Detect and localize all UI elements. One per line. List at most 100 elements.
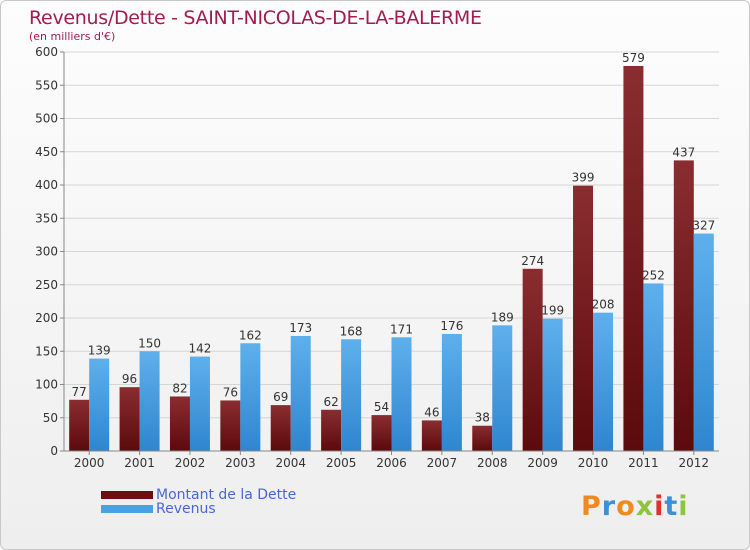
x-tick-label: 2005 — [326, 456, 357, 470]
data-label: 82 — [172, 381, 187, 395]
data-label: 46 — [424, 405, 439, 419]
logo-letter: P — [581, 491, 602, 522]
bar-revenus — [492, 325, 513, 451]
bar-dette — [472, 425, 493, 451]
y-tick-label: 250 — [35, 278, 58, 292]
data-label: 579 — [622, 51, 645, 65]
legend-item-dette: Montant de la Dette — [101, 487, 296, 503]
bar-revenus — [693, 233, 714, 451]
bar-dette — [623, 65, 644, 451]
bar-dette — [573, 185, 594, 452]
y-tick-label: 500 — [35, 112, 58, 126]
x-tick-label: 2012 — [679, 456, 710, 470]
data-label: 62 — [323, 395, 338, 409]
chart-subtitle: (en milliers d'€) — [29, 30, 116, 43]
bar-dette — [673, 160, 694, 451]
data-label: 208 — [592, 298, 615, 312]
y-tick-label: 300 — [35, 245, 58, 259]
data-label: 150 — [138, 336, 161, 350]
data-label: 199 — [541, 304, 564, 318]
data-labels: 77 139 96 150 82 142 76 162 69 173 62 168 54 171 46 176… — [72, 51, 716, 425]
x-tick-label: 2004 — [275, 456, 306, 470]
logo-letter: r — [601, 491, 617, 522]
bar-revenus — [391, 337, 412, 451]
logo-letter: o — [616, 491, 636, 522]
bar-dette — [119, 387, 140, 451]
data-label: 54 — [374, 400, 389, 414]
x-tick-label: 2000 — [74, 456, 105, 470]
legend-item-revenus: Revenus — [101, 501, 216, 517]
data-label: 69 — [273, 390, 288, 404]
y-tick-label: 150 — [35, 344, 58, 358]
y-tick-label: 200 — [35, 311, 58, 325]
data-label: 399 — [572, 171, 595, 185]
y-axis: 0 50 100 150 200 250 300 350 400 450 500 550 600 — [35, 45, 65, 458]
bar-dette — [321, 409, 342, 451]
bar-revenus — [542, 318, 563, 451]
bar-revenus — [139, 351, 160, 451]
y-tick-label: 450 — [35, 145, 58, 159]
bar-revenus — [643, 283, 664, 451]
bar-revenus — [89, 358, 110, 451]
logo-letter: t — [664, 491, 679, 522]
x-tick-label: 2003 — [225, 456, 256, 470]
legend-label-dette: Montant de la Dette — [156, 487, 297, 503]
data-label: 274 — [521, 254, 544, 268]
legend-swatch-dette — [101, 491, 153, 499]
data-label: 139 — [88, 344, 111, 358]
data-label: 162 — [239, 328, 262, 342]
bar-revenus — [290, 335, 311, 451]
y-tick-label: 0 — [50, 444, 58, 458]
bar-revenus — [441, 333, 462, 451]
x-tick-label: 2001 — [124, 456, 155, 470]
bar-revenus — [341, 339, 362, 451]
logo-letter: i — [654, 491, 665, 522]
data-label: 142 — [189, 342, 212, 356]
data-label: 96 — [122, 372, 137, 386]
x-tick-label: 2007 — [427, 456, 458, 470]
data-label: 168 — [340, 324, 363, 338]
y-tick-label: 550 — [35, 78, 58, 92]
chart-title: Revenus/Dette - SAINT-NICOLAS-DE-LA-BALE… — [29, 7, 482, 29]
data-label: 189 — [491, 310, 514, 324]
bar-revenus — [240, 343, 261, 451]
legend-swatch-revenus — [101, 505, 153, 513]
y-tick-label: 50 — [43, 411, 58, 425]
data-label: 173 — [289, 321, 312, 335]
y-tick-label: 600 — [35, 45, 58, 59]
data-label: 171 — [390, 322, 413, 336]
bar-dette — [220, 400, 241, 451]
bar-dette — [270, 405, 291, 451]
x-tick-label: 2010 — [578, 456, 609, 470]
y-tick-label: 350 — [35, 211, 58, 225]
y-tick-label: 100 — [35, 378, 58, 392]
data-label: 76 — [223, 385, 238, 399]
bar-dette — [169, 396, 190, 451]
bar-revenus — [593, 312, 614, 451]
data-label: 77 — [72, 385, 87, 399]
y-tick-label: 400 — [35, 178, 58, 192]
data-label: 38 — [475, 411, 490, 425]
bar-revenus — [189, 356, 210, 451]
x-tick-label: 2009 — [527, 456, 558, 470]
x-tick-label: 2011 — [628, 456, 659, 470]
logo-letter: x — [635, 491, 655, 522]
x-axis: 2000 2001 2002 2003 2004 2005 2006 2007 2008 2009… — [64, 450, 719, 470]
x-tick-label: 2008 — [477, 456, 508, 470]
data-label: 176 — [440, 319, 463, 333]
legend-label-revenus: Revenus — [156, 501, 216, 517]
x-tick-label: 2002 — [175, 456, 206, 470]
bar-dette — [421, 420, 442, 451]
data-label: 437 — [672, 145, 695, 159]
bar-dette — [69, 399, 90, 451]
logo-letter: i — [678, 491, 689, 522]
bar-dette — [371, 415, 392, 451]
bars — [69, 65, 714, 452]
bar-dette — [522, 268, 543, 451]
data-label: 327 — [692, 219, 715, 233]
x-tick-label: 2006 — [376, 456, 407, 470]
proxiti-logo: Proxiti — [581, 491, 689, 522]
data-label: 252 — [642, 268, 665, 282]
